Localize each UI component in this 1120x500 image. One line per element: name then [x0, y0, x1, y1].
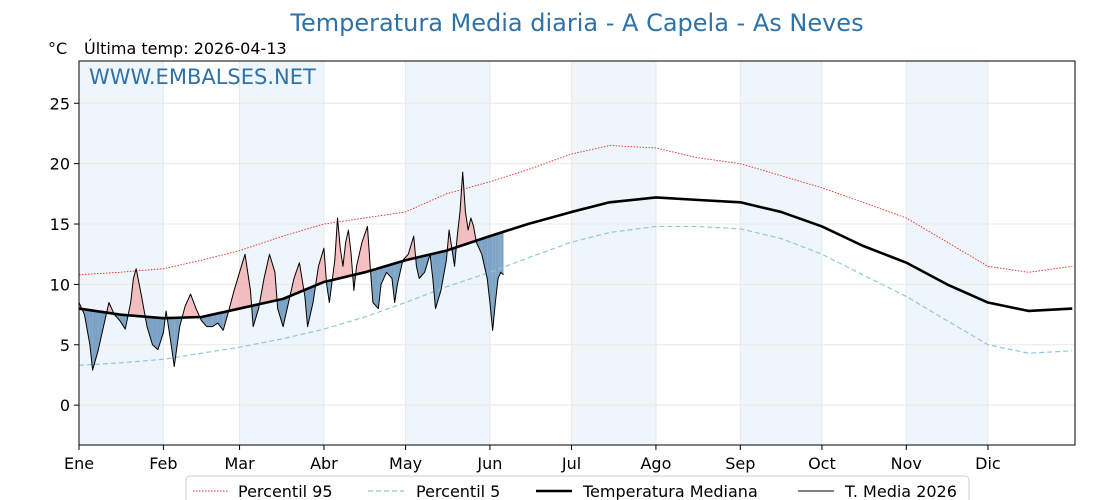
deviation-fill-42 — [245, 254, 251, 308]
legend-label-current: T. Media 2026 — [844, 482, 957, 500]
deviation-fill-121 — [481, 237, 485, 267]
deviation-fill-116 — [468, 217, 471, 244]
deviation-fill-11 — [119, 314, 126, 330]
deviation-fill-34 — [201, 315, 207, 327]
x-axis-ticks: Ene Feb Mar Abr May Jun Jul Ago Sep Oct Nov Dic — [64, 445, 1001, 473]
deviation-fill-30 — [185, 294, 191, 318]
last-temp-subtitle: Última temp: 2026-04-13 — [84, 39, 287, 58]
deviation-fill-73 — [345, 230, 349, 277]
y-axis-ticks: 0 5 10 15 20 25 — [50, 94, 79, 415]
deviation-fill-128 — [500, 231, 504, 275]
x-tick-label-7: Ago — [640, 454, 671, 473]
deviation-fill-16 — [136, 268, 142, 317]
y-tick-label-3: 15 — [50, 215, 70, 234]
deviation-fill-102 — [432, 253, 436, 309]
legend-item-p95: Percentil 95 — [193, 482, 333, 500]
deviation-fill-37 — [217, 312, 224, 331]
legend-label-p95: Percentil 95 — [238, 482, 333, 500]
x-tick-label-4: May — [389, 454, 422, 473]
deviation-fill-40 — [234, 272, 240, 310]
deviation-fill-52 — [277, 298, 284, 327]
y-tick-label-5: 25 — [50, 94, 70, 113]
x-tick-label-10: Nov — [891, 454, 922, 473]
legend-item-median: Temperatura Mediana — [536, 482, 758, 500]
deviation-fill-19 — [147, 316, 153, 345]
deviation-fill-97 — [419, 255, 425, 279]
deviation-fill-49 — [269, 254, 275, 302]
series-line-median — [78, 196, 1073, 320]
x-tick-label-5: Jun — [476, 454, 502, 473]
series-line-current — [78, 171, 504, 371]
deviation-fill-60 — [307, 286, 314, 327]
deviation-fill-31 — [190, 294, 197, 318]
deviation-fill-36 — [212, 313, 218, 327]
x-tick-label-6: Jul — [561, 454, 581, 473]
series-line-p5 — [78, 225, 1073, 366]
deviation-fill-126 — [495, 233, 499, 303]
x-tick-label-3: Abr — [310, 454, 338, 473]
month-band-10 — [906, 61, 988, 445]
deviation-fill-84 — [372, 268, 379, 309]
deviation-fill-115 — [465, 211, 469, 245]
x-tick-label-1: Feb — [149, 454, 177, 473]
month-bands — [79, 61, 988, 445]
legend-item-current: T. Media 2026 — [798, 482, 957, 500]
deviation-fill-26 — [171, 317, 175, 367]
deviation-fill-113 — [459, 172, 463, 247]
y-tick-label-4: 20 — [50, 155, 70, 174]
legend: Percentil 95 Percentil 5 Temperatura Med… — [185, 475, 970, 500]
deviation-fill-5 — [98, 311, 104, 351]
legend-box — [185, 475, 970, 500]
y-tick-label-2: 10 — [50, 275, 70, 294]
deviation-fill-117 — [470, 217, 474, 243]
deviation-fill-63 — [318, 248, 324, 285]
deviation-fill-86 — [381, 265, 387, 285]
deviation-fill-123 — [487, 236, 490, 303]
x-tick-label-8: Sep — [725, 454, 755, 473]
x-tick-label-11: Dic — [975, 454, 1001, 473]
x-tick-label-2: Mar — [224, 454, 255, 473]
deviation-fill-127 — [498, 232, 501, 279]
legend-label-p5: Percentil 5 — [416, 482, 500, 500]
deviation-fill-35 — [206, 314, 213, 327]
plot-frame — [78, 60, 1076, 446]
deviation-fill-15 — [133, 268, 137, 316]
watermark: WWW.EMBALSES.NET — [89, 65, 316, 89]
y-tick-label-0: 0 — [60, 396, 70, 415]
deviation-fill-74 — [348, 230, 352, 277]
series-line-p95 — [78, 145, 1073, 276]
x-tick-label-9: Oct — [808, 454, 836, 473]
chart-title: Temperatura Media diaria - A Capela - As… — [289, 9, 863, 37]
deviation-fill-70 — [337, 217, 341, 279]
deviation-fill-87 — [386, 264, 392, 279]
legend-item-p5: Percentil 5 — [368, 482, 500, 500]
deviation-fill-89 — [394, 262, 398, 303]
grid-lines — [78, 61, 1075, 445]
deviation-fill-114 — [462, 172, 466, 246]
deviation-fill-56 — [293, 262, 300, 295]
deviation-fill-3 — [89, 310, 93, 371]
deviation-fill-21 — [157, 317, 164, 350]
deviation-fill-48 — [264, 254, 270, 304]
y-tick-label-1: 5 — [60, 336, 70, 355]
month-band-2 — [239, 61, 324, 445]
month-band-8 — [740, 61, 822, 445]
x-tick-label-0: Ene — [64, 454, 94, 473]
y-axis-unit: °C — [48, 39, 67, 58]
legend-label-median: Temperatura Mediana — [582, 482, 758, 500]
deviation-fill-96 — [416, 257, 420, 279]
deviation-fill-80 — [362, 226, 368, 273]
deviation-fill-20 — [152, 317, 158, 350]
series-lines — [78, 145, 1073, 371]
month-band-0 — [79, 61, 164, 445]
month-band-4 — [405, 61, 490, 445]
month-band-6 — [571, 61, 656, 445]
